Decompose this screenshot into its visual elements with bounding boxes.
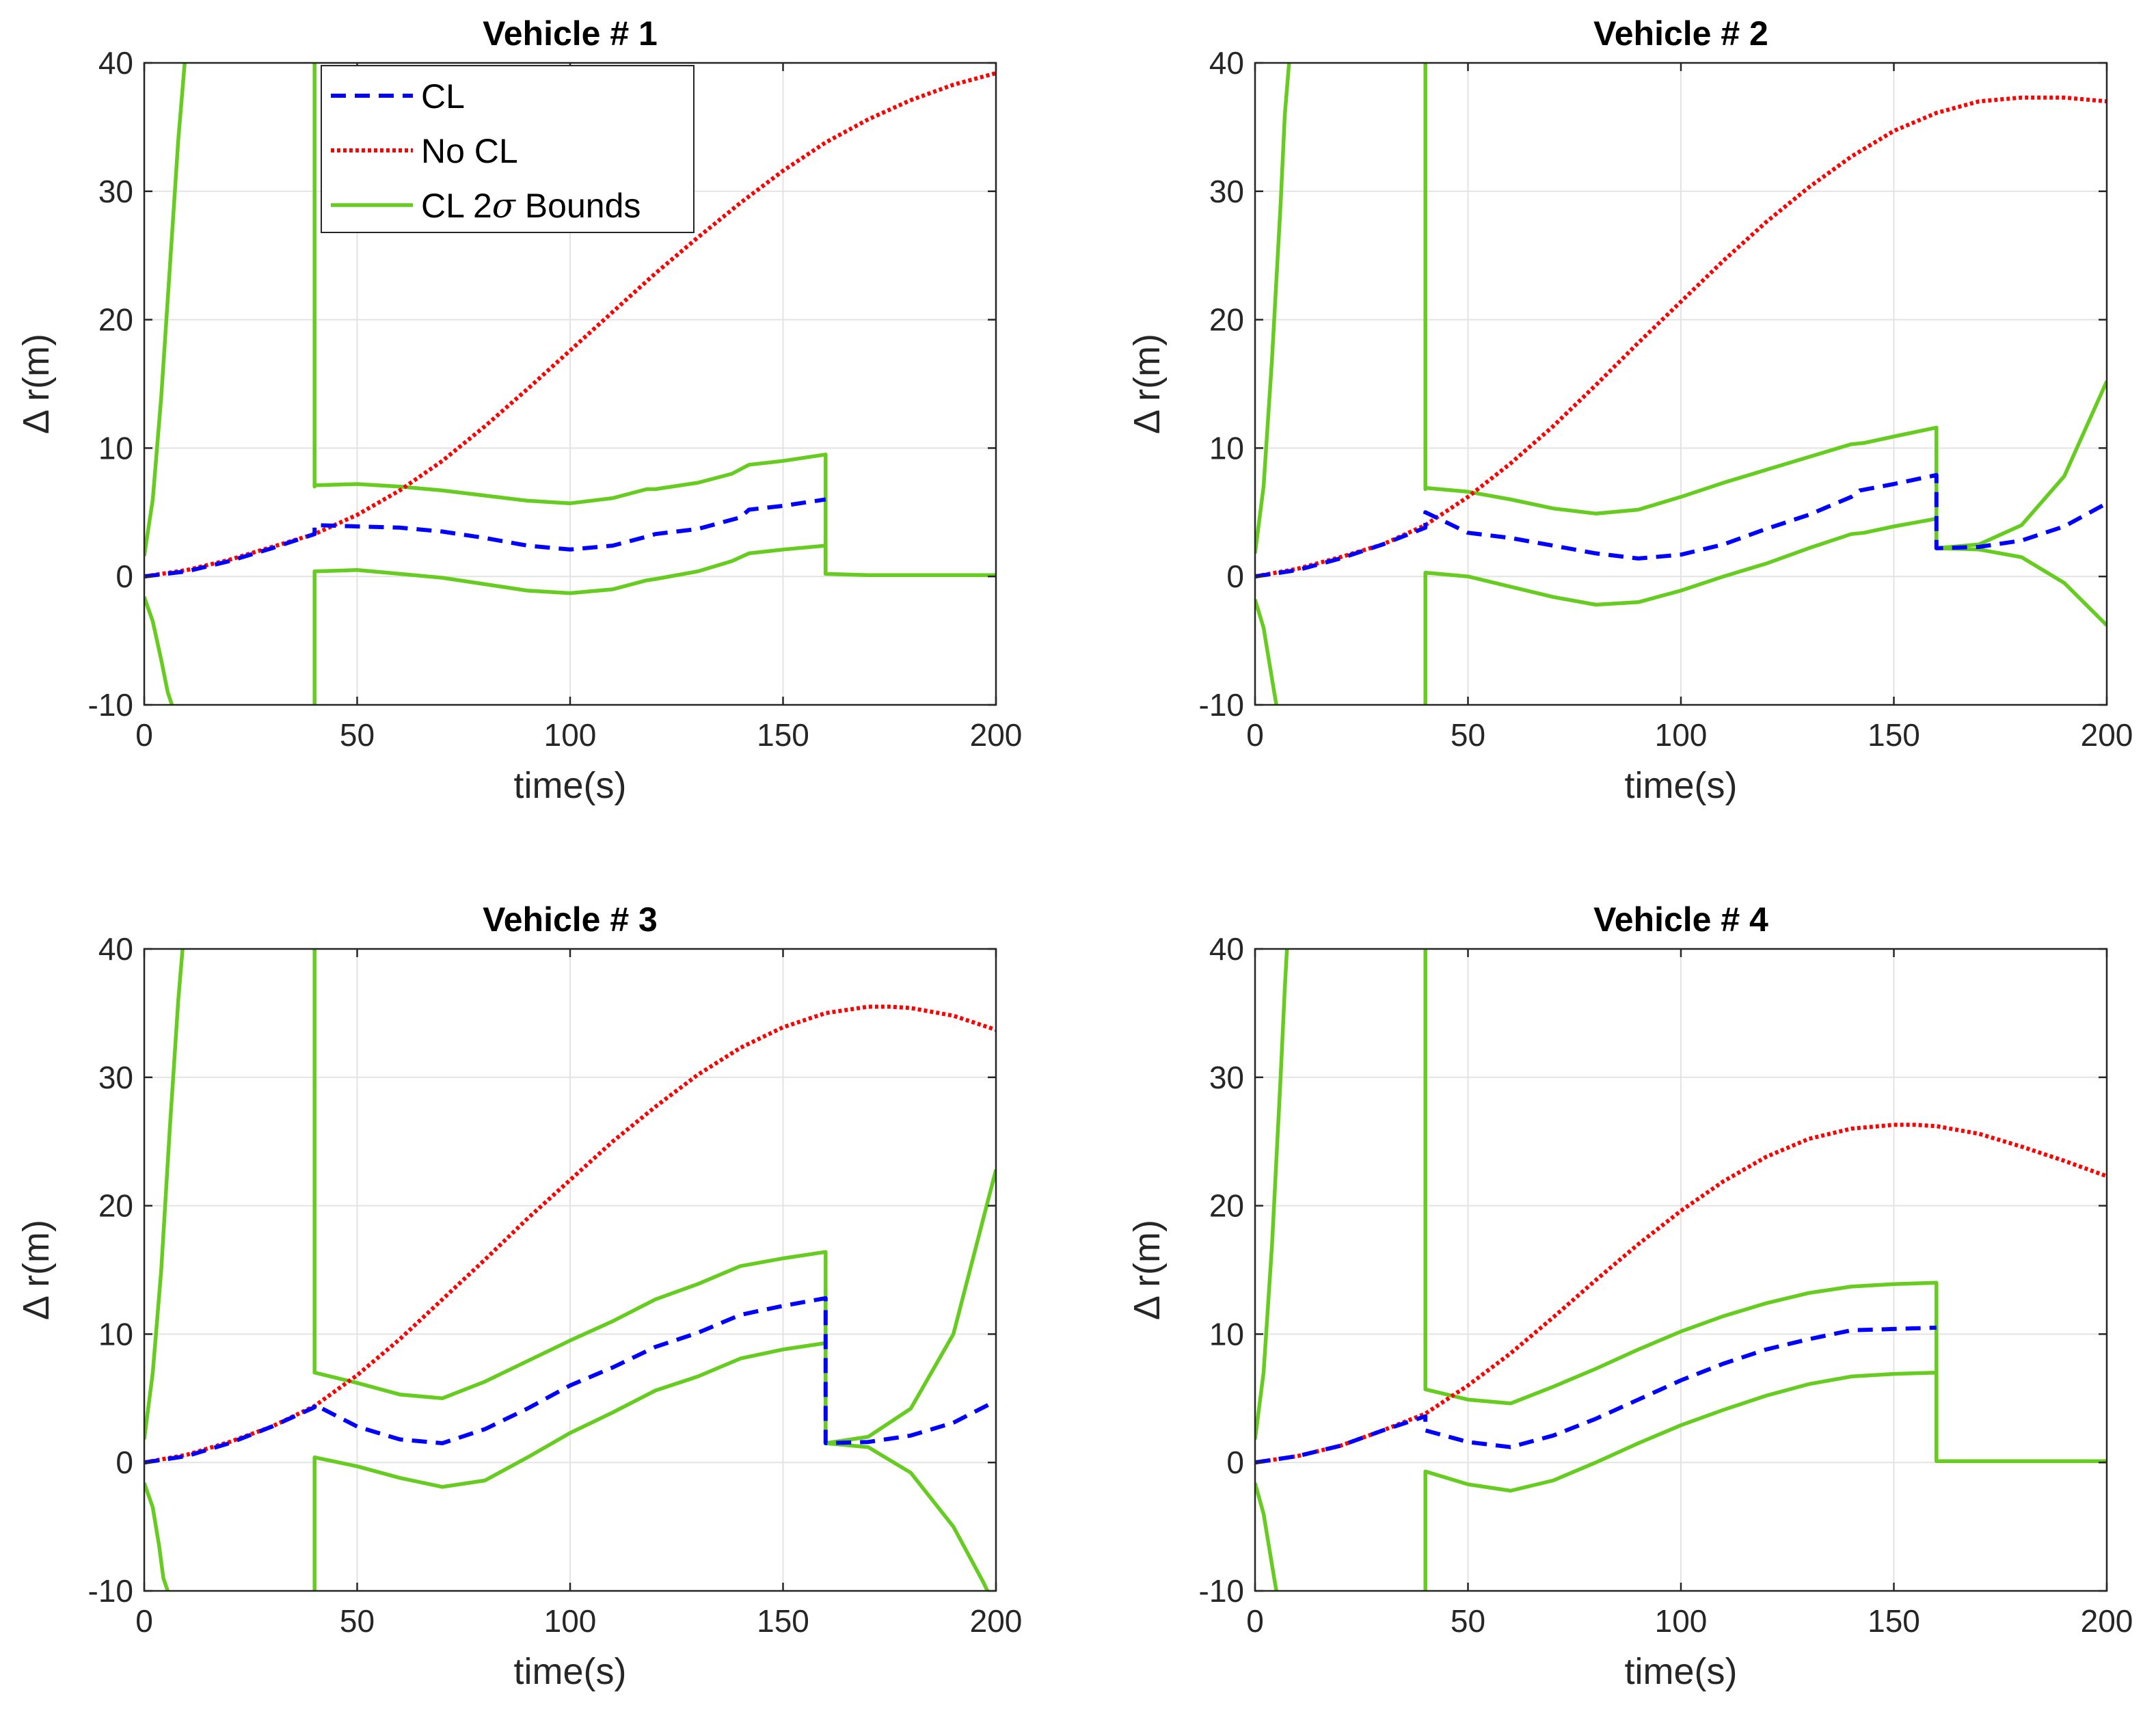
x-tick-label: 200 (970, 1603, 1023, 1639)
chart-title: Vehicle # 2 (1593, 14, 1768, 53)
x-tick-label: 150 (1868, 717, 1920, 753)
y-tick-label: -10 (1199, 1573, 1244, 1609)
series-cl-line (144, 1296, 996, 1465)
series-cl-2-bounds-line (1423, 949, 2107, 1464)
legend-label: No CL (421, 132, 518, 170)
y-tick-label: 20 (1209, 1188, 1244, 1224)
series-cl-2-bounds-line (1255, 63, 1291, 554)
series-cl-line (144, 497, 826, 579)
y-tick-label: -10 (88, 1573, 133, 1609)
x-tick-label: 200 (2081, 717, 2133, 753)
y-tick-label: 0 (1226, 1445, 1244, 1480)
y-tick-label: 10 (1209, 1316, 1244, 1352)
chart-title: Vehicle # 4 (1593, 900, 1768, 939)
x-axis-label: time(s) (514, 1651, 627, 1692)
series-group (144, 949, 996, 1591)
y-tick-label: 40 (98, 45, 133, 81)
series-group (1255, 949, 2107, 1591)
series-cl-2-bounds-line (312, 63, 996, 578)
y-tick-label: 20 (98, 302, 133, 338)
y-tick-label: 0 (1226, 559, 1244, 594)
x-tick-label: 100 (1655, 717, 1708, 753)
legend: CL No CL CL 2σ Bounds (321, 65, 695, 233)
series-cl-2-bounds-line (312, 1341, 989, 1591)
y-axis-label: Δ r(m) (16, 1220, 57, 1320)
x-tick-label: 0 (135, 1603, 153, 1639)
series-group (144, 63, 996, 705)
x-axis-label: time(s) (514, 765, 627, 806)
series-cl-2-bounds-line (1255, 1482, 1278, 1591)
y-tick-label: -10 (1199, 687, 1244, 723)
series-cl-line (1255, 1326, 1937, 1465)
y-tick-label: 10 (98, 430, 133, 466)
x-tick-label: 50 (1451, 1603, 1485, 1639)
chart-title: Vehicle # 3 (483, 900, 658, 939)
x-tick-label: 0 (135, 717, 153, 753)
x-tick-label: 50 (340, 717, 375, 753)
y-tick-label: 40 (1209, 931, 1244, 967)
x-tick-label: 150 (757, 717, 809, 753)
y-tick-label: 10 (1209, 430, 1244, 466)
series-group (1255, 63, 2107, 705)
y-axis-label: Δ r(m) (1127, 334, 1168, 434)
y-tick-label: 40 (98, 931, 133, 967)
y-tick-label: 30 (1209, 1060, 1244, 1095)
series-cl-line (1255, 472, 2107, 579)
y-tick-label: 30 (98, 174, 133, 209)
x-tick-label: 100 (544, 717, 597, 753)
legend-label: CL (421, 77, 465, 116)
x-tick-label: 0 (1246, 1603, 1264, 1639)
series-cl-2-bounds-line (1255, 949, 1289, 1440)
x-tick-label: 200 (2081, 1603, 2133, 1639)
y-tick-label: 20 (98, 1188, 133, 1224)
series-cl-2-bounds-line (144, 949, 185, 1440)
series-cl-2-bounds-line (1255, 599, 1278, 705)
y-tick-label: 30 (1209, 174, 1244, 209)
series-cl-2-bounds-line (144, 1482, 170, 1591)
y-axis-label: Δ r(m) (16, 334, 57, 434)
x-axis-label: time(s) (1625, 765, 1738, 806)
y-tick-label: 20 (1209, 302, 1244, 338)
y-tick-label: 10 (98, 1316, 133, 1352)
x-tick-label: 200 (970, 717, 1023, 753)
x-tick-label: 150 (757, 1603, 809, 1639)
legend-label: CL 2σ Bounds (421, 186, 641, 226)
x-tick-label: 150 (1868, 1603, 1920, 1639)
x-tick-label: 100 (544, 1603, 597, 1639)
y-tick-label: 40 (1209, 45, 1244, 81)
x-tick-label: 100 (1655, 1603, 1708, 1639)
x-axis-label: time(s) (1625, 1651, 1738, 1692)
series-cl-2-bounds-line (312, 544, 828, 705)
series-no-cl-line (1255, 95, 2107, 579)
series-cl-2-bounds-line (144, 63, 187, 557)
series-cl-2-bounds-line (1423, 1370, 1939, 1591)
x-tick-label: 0 (1246, 717, 1264, 753)
y-tick-label: 0 (116, 559, 133, 594)
series-cl-2-bounds-line (144, 596, 174, 705)
x-tick-label: 50 (340, 1603, 375, 1639)
series-cl-2-bounds-line (312, 949, 996, 1445)
y-tick-label: 30 (98, 1060, 133, 1095)
y-tick-label: -10 (88, 687, 133, 723)
x-tick-label: 50 (1451, 717, 1485, 753)
series-no-cl-line (144, 71, 996, 579)
y-axis-label: Δ r(m) (1127, 1220, 1168, 1320)
chart-title: Vehicle # 1 (483, 14, 658, 53)
y-tick-label: 0 (116, 1445, 133, 1480)
